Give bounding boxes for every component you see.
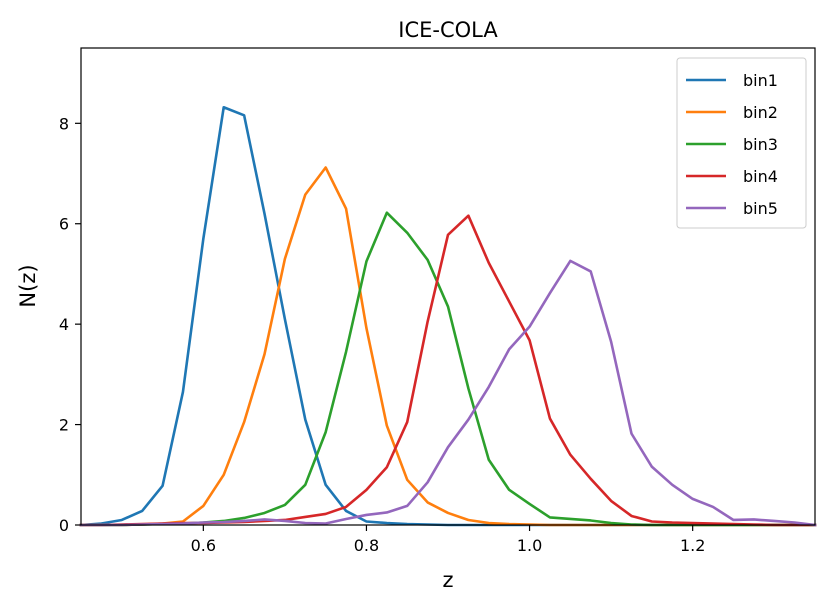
y-tick-label: 0 xyxy=(59,516,69,535)
series-line-bin4 xyxy=(79,214,817,527)
y-axis: 0 2 4 6 8 xyxy=(59,114,81,535)
y-tick-label: 2 xyxy=(59,416,69,435)
x-tick-label: 1.2 xyxy=(680,536,705,555)
x-tick-label: 0.6 xyxy=(191,536,216,555)
legend-label-bin4: bin4 xyxy=(743,167,778,186)
legend-label-bin5: bin5 xyxy=(743,199,778,218)
x-axis-label: z xyxy=(442,568,453,592)
x-axis: 0.6 0.8 1.0 1.2 xyxy=(191,525,705,555)
chart-title: ICE-COLA xyxy=(398,18,498,42)
y-tick-label: 4 xyxy=(59,315,69,334)
legend-label-bin1: bin1 xyxy=(743,71,778,90)
legend-box xyxy=(676,57,807,229)
y-axis-label: N(z) xyxy=(16,264,40,307)
x-tick-label: 1.0 xyxy=(517,536,542,555)
series-line-bin3 xyxy=(79,211,817,527)
legend-label-bin2: bin2 xyxy=(743,103,778,122)
legend-label-bin3: bin3 xyxy=(743,135,778,154)
y-tick-label: 6 xyxy=(59,215,69,234)
x-tick-label: 0.8 xyxy=(354,536,379,555)
legend: bin1 bin2 bin3 bin4 bin5 xyxy=(676,57,807,229)
series-line-bin5 xyxy=(79,259,817,527)
y-tick-label: 8 xyxy=(59,114,69,133)
plot-frame xyxy=(80,47,816,526)
